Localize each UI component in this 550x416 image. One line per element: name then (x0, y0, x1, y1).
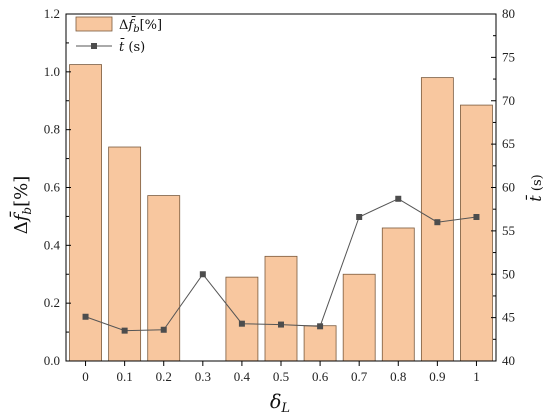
line-point-0.7 (356, 213, 363, 220)
y-right-tick-label: 55 (502, 223, 515, 238)
y-right-tick-label: 70 (502, 93, 515, 108)
y-right-tick-label: 60 (502, 180, 515, 195)
bar-0.6 (303, 325, 337, 362)
tick-labels: 0.0 0.2 0.4 0.6 0.8 1.0 1.2 40 45 50 55 60 65 70 75 80 0… (44, 6, 515, 384)
x-axis-sub: L (280, 401, 290, 416)
line-point-1 (473, 213, 480, 220)
x-axis-title: δL (270, 391, 290, 416)
line-point-0.5 (278, 321, 284, 328)
line-point-0.8 (395, 195, 402, 202)
x-tick-label: 0 (82, 369, 89, 384)
bar-0.1 (108, 146, 142, 362)
line-point-0 (82, 313, 89, 320)
y-axis-title-right: t̄ (s) (524, 174, 545, 201)
legend-line-tail: (s) (124, 40, 145, 55)
bar-1 (460, 104, 493, 362)
x-tick-label: 0.3 (195, 369, 211, 384)
y-right-tail: (s) (530, 174, 545, 195)
y-left-tick-label: 0.0 (44, 353, 60, 368)
x-tick-label: 0.5 (273, 369, 289, 384)
y-right-var: t̄ (524, 195, 545, 202)
legend-line-var: t̄ (119, 38, 125, 55)
legend-bar-sub: b (133, 24, 139, 35)
bar-0.2 (147, 195, 181, 362)
legend-bar-var: f̄ (127, 16, 136, 33)
bar-group (69, 64, 493, 362)
line-point-0.6 (317, 323, 324, 330)
y-left-tick-label: 1.2 (44, 6, 60, 21)
line-point-0.4 (238, 320, 245, 327)
legend-bar-label: Δf̄b[%] (119, 16, 162, 35)
x-tick-label: 0.2 (156, 369, 172, 384)
y-left-tick-label: 0.6 (44, 180, 61, 195)
line-series (82, 195, 480, 334)
y-right-tick-label: 50 (502, 266, 515, 281)
y-right-tick-label: 40 (502, 353, 515, 368)
y-axis-title-left: Δf̄b[%] (8, 176, 34, 235)
y-left-tick-label: 0.8 (44, 122, 60, 137)
x-tick-label: 0.9 (429, 369, 445, 384)
x-tick-label: 0.1 (117, 369, 133, 384)
x-tick-label: 0.7 (351, 369, 368, 384)
y-left-sub: b (20, 207, 34, 215)
x-tick-label: 0.8 (390, 369, 406, 384)
legend-line-label: t̄ (s) (119, 38, 145, 55)
y-left-tick-label: 0.4 (44, 237, 61, 252)
y-right-tick-label: 65 (502, 136, 515, 151)
x-tick-label: 0.6 (312, 369, 329, 384)
line-point-0.3 (199, 271, 206, 278)
y-left-tick-label: 1.0 (44, 64, 60, 79)
line-point-0.1 (121, 327, 128, 334)
legend-bar-swatch (75, 16, 113, 32)
bar-0.5 (264, 255, 298, 362)
legend-bar-tail: [%] (140, 18, 163, 33)
line-point-0.2 (160, 326, 167, 333)
y-left-delta: Δ (11, 221, 32, 234)
y-right-tick-label: 80 (502, 6, 515, 21)
x-tick-label: 1 (473, 369, 480, 384)
line-point-0.9 (434, 219, 441, 226)
y-left-tail: [%] (11, 176, 32, 207)
legend: Δf̄b[%] t̄ (s) (75, 16, 162, 55)
legend-line-marker (91, 43, 97, 49)
legend-bar-delta: Δ (119, 18, 128, 33)
bar-0 (69, 64, 102, 362)
bar-0.8 (381, 227, 415, 362)
y-left-tick-label: 0.2 (44, 295, 60, 310)
y-right-tick-label: 45 (502, 310, 515, 325)
bar-0.4 (225, 276, 259, 362)
x-tick-label: 0.4 (234, 369, 251, 384)
bar-0.7 (342, 273, 376, 362)
y-right-tick-label: 75 (502, 49, 515, 64)
axes (65, 13, 497, 366)
